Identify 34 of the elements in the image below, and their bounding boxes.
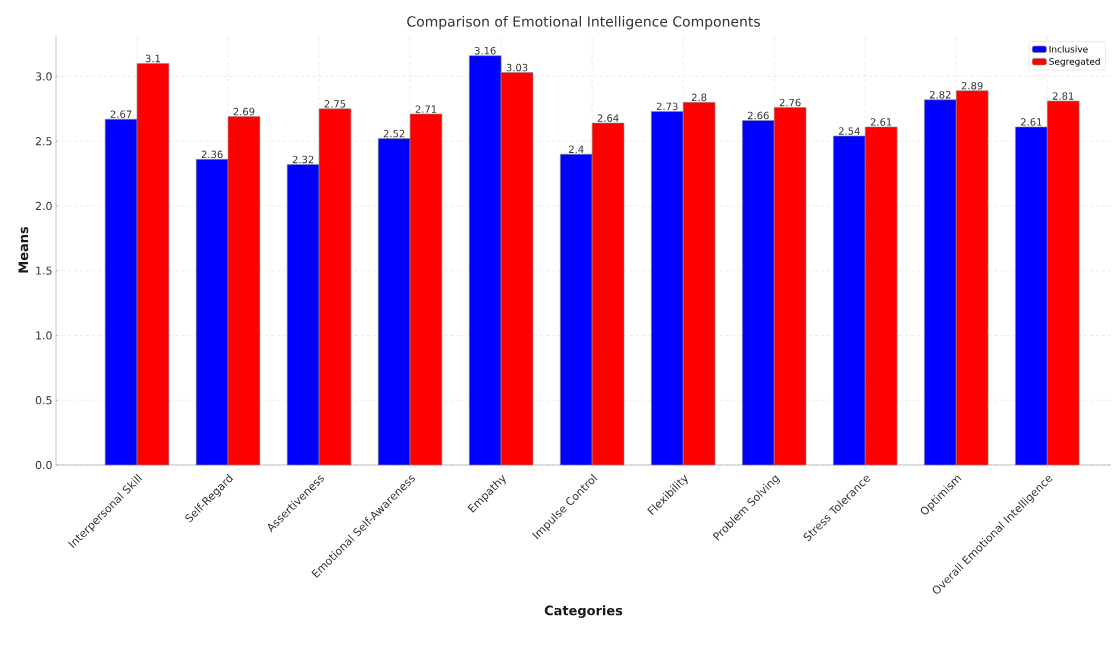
data-label: 2.32 — [292, 155, 314, 164]
y-axis-title: Means — [18, 226, 29, 273]
data-label: 2.8 — [691, 93, 707, 102]
data-label: 2.75 — [324, 100, 346, 108]
data-label: 2.67 — [110, 110, 132, 118]
data-label: 2.76 — [779, 98, 801, 107]
y-tick-label: 0.0 — [35, 460, 52, 470]
data-label: 3.1 — [145, 54, 160, 63]
data-label: 2.69 — [233, 107, 255, 116]
y-tick-label: 3.0 — [35, 72, 52, 81]
y-tick-label: 2.0 — [35, 201, 52, 211]
data-label: 2.61 — [1020, 118, 1042, 126]
data-label: 2.89 — [961, 81, 983, 90]
data-label: 2.36 — [201, 150, 223, 159]
legend-label: Segregated — [1049, 57, 1100, 67]
y-tick-label: 1.5 — [36, 266, 52, 275]
data-label: 2.61 — [870, 118, 892, 126]
data-label: 2.4 — [569, 145, 584, 153]
y-tick-label: 0.5 — [35, 396, 52, 405]
y-tick-label: 2.5 — [35, 137, 52, 146]
data-label: 2.66 — [747, 111, 769, 120]
data-label: 3.16 — [474, 46, 496, 55]
legend-label: Inclusive — [1049, 45, 1088, 53]
data-label: 2.81 — [1052, 92, 1074, 100]
x-axis-title: Categories — [544, 605, 623, 618]
data-label: 2.52 — [383, 129, 405, 138]
data-label: 2.73 — [656, 102, 678, 111]
chart-title: Comparison of Emotional Intelligence Components — [407, 15, 760, 30]
data-label: 2.54 — [838, 127, 860, 135]
y-tick-label: 1.0 — [36, 331, 52, 340]
data-label: 3.03 — [506, 63, 528, 72]
data-label: 2.64 — [597, 114, 619, 122]
data-label: 2.71 — [415, 105, 437, 113]
data-label: 2.82 — [929, 91, 951, 99]
